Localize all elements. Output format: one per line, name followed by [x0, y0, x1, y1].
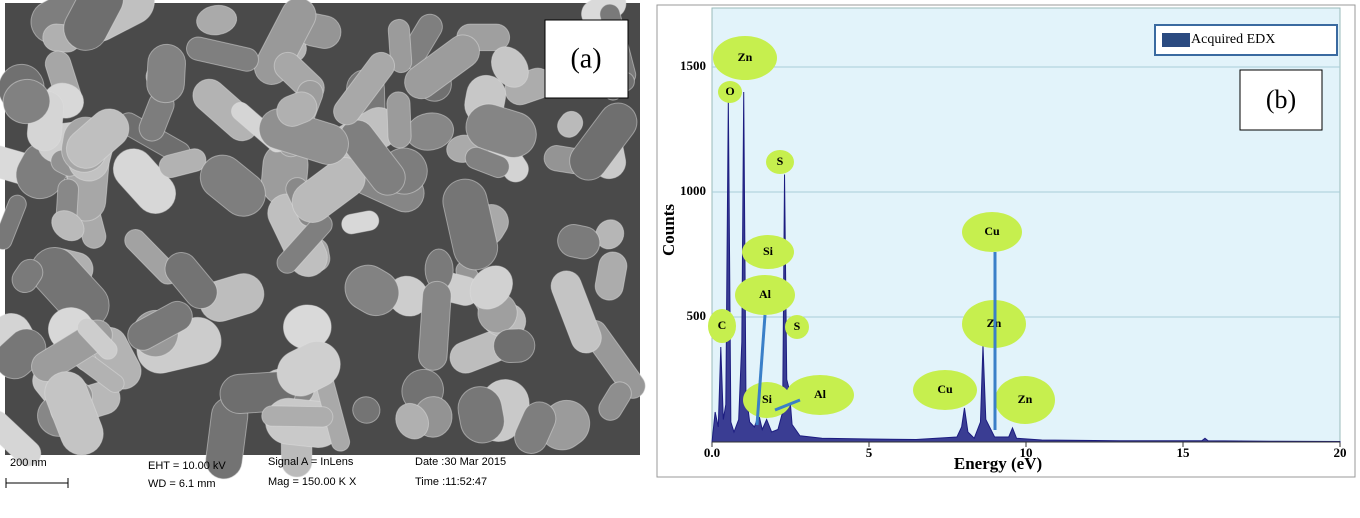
sem-info: Date :30 Mar 2015 [415, 456, 506, 468]
element-label: Si [763, 244, 774, 258]
sem-particle [262, 406, 333, 427]
panel-label: (a) [570, 43, 601, 74]
element-label: S [777, 154, 784, 168]
scale-bar-label: 200 nm [10, 457, 47, 469]
x-tick-label: 10 [1020, 445, 1033, 460]
x-tick-label: 0.0 [704, 445, 720, 460]
sem-particle [386, 92, 411, 149]
edx-chart: ZnOSSiAlCSCuZnCuZnSiAl (b) Acquired EDX … [654, 0, 1360, 518]
sem-info: EHT = 10.00 kV [148, 460, 226, 472]
element-label: S [794, 319, 801, 333]
x-tick-label: 5 [866, 445, 873, 460]
sem-panel: (a) 200 nm EHT = 10.00 kV WD = 6.1 mm Si… [0, 0, 650, 518]
element-label: Cu [984, 224, 1000, 238]
x-tick-label: 20 [1334, 445, 1347, 460]
element-label: Zn [738, 50, 753, 64]
sem-info: WD = 6.1 mm [148, 478, 216, 490]
x-tick-label: 15 [1177, 445, 1191, 460]
page: {"sem_panel": {"label": "(a)", "scale_ba… [0, 0, 1360, 518]
y-tick-label: 1000 [680, 183, 706, 198]
element-label: O [725, 84, 734, 98]
sem-info: Signal A = InLens [268, 456, 354, 468]
sem-particle [493, 328, 535, 363]
element-label: Si [762, 392, 773, 406]
sem-particle [146, 43, 187, 103]
sem-particle [418, 280, 452, 371]
sem-info: Mag = 150.00 K X [268, 476, 357, 488]
y-tick-label: 500 [687, 308, 707, 323]
legend-swatch [1162, 33, 1190, 47]
element-label: Zn [1018, 392, 1033, 406]
element-label: C [718, 318, 727, 332]
element-label: Al [814, 387, 827, 401]
element-label: Cu [937, 382, 953, 396]
y-tick-label: 1500 [680, 58, 706, 73]
sem-info: Time :11:52:47 [415, 476, 487, 488]
panel-label: (b) [1266, 85, 1296, 114]
legend-label: Acquired EDX [1191, 32, 1275, 47]
element-label: Al [759, 287, 772, 301]
y-axis-label: Counts [659, 204, 678, 256]
scale-bar [6, 478, 68, 488]
